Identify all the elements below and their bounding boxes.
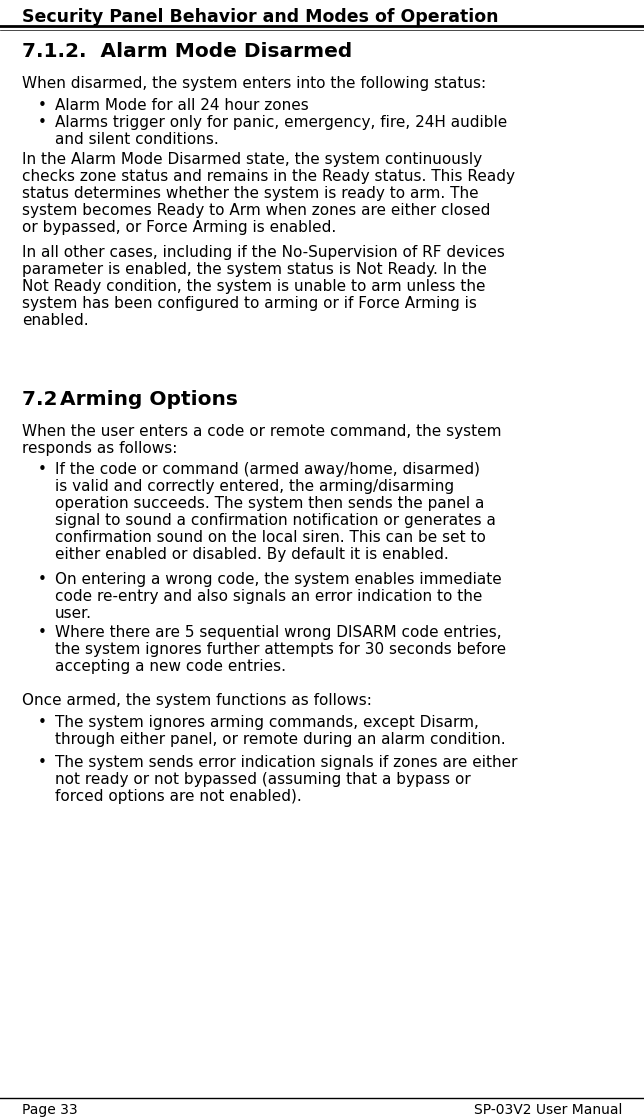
- Text: code re-entry and also signals an error indication to the: code re-entry and also signals an error …: [55, 589, 482, 604]
- Text: forced options are not enabled).: forced options are not enabled).: [55, 788, 302, 804]
- Text: •: •: [38, 99, 47, 113]
- Text: •: •: [38, 461, 47, 477]
- Text: •: •: [38, 715, 47, 730]
- Text: confirmation sound on the local siren. This can be set to: confirmation sound on the local siren. T…: [55, 530, 486, 545]
- Text: 7.2: 7.2: [22, 390, 71, 409]
- Text: •: •: [38, 572, 47, 587]
- Text: •: •: [38, 625, 47, 640]
- Text: Where there are 5 sequential wrong DISARM code entries,: Where there are 5 sequential wrong DISAR…: [55, 625, 502, 640]
- Text: is valid and correctly entered, the arming/disarming: is valid and correctly entered, the armi…: [55, 479, 454, 494]
- Text: In all other cases, including if the No-Supervision of RF devices: In all other cases, including if the No-…: [22, 245, 505, 260]
- Text: not ready or not bypassed (assuming that a bypass or: not ready or not bypassed (assuming that…: [55, 772, 471, 787]
- Text: operation succeeds. The system then sends the panel a: operation succeeds. The system then send…: [55, 496, 484, 511]
- Text: or bypassed, or Force Arming is enabled.: or bypassed, or Force Arming is enabled.: [22, 220, 336, 235]
- Text: through either panel, or remote during an alarm condition.: through either panel, or remote during a…: [55, 732, 506, 747]
- Text: Page 33: Page 33: [22, 1103, 78, 1117]
- Text: Security Panel Behavior and Modes of Operation: Security Panel Behavior and Modes of Ope…: [22, 8, 498, 26]
- Text: The system ignores arming commands, except Disarm,: The system ignores arming commands, exce…: [55, 715, 479, 730]
- Text: system becomes Ready to Arm when zones are either closed: system becomes Ready to Arm when zones a…: [22, 203, 490, 218]
- Text: user.: user.: [55, 606, 92, 620]
- Text: checks zone status and remains in the Ready status. This Ready: checks zone status and remains in the Re…: [22, 169, 515, 184]
- Text: In the Alarm Mode Disarmed state, the system continuously: In the Alarm Mode Disarmed state, the sy…: [22, 152, 482, 167]
- Text: signal to sound a confirmation notification or generates a: signal to sound a confirmation notificat…: [55, 513, 496, 528]
- Text: parameter is enabled, the system status is Not Ready. In the: parameter is enabled, the system status …: [22, 262, 487, 277]
- Text: Alarm Mode for all 24 hour zones: Alarm Mode for all 24 hour zones: [55, 99, 308, 113]
- Text: Alarms trigger only for panic, emergency, fire, 24H audible: Alarms trigger only for panic, emergency…: [55, 115, 507, 130]
- Text: Once armed, the system functions as follows:: Once armed, the system functions as foll…: [22, 693, 372, 708]
- Text: 7.1.2.  Alarm Mode Disarmed: 7.1.2. Alarm Mode Disarmed: [22, 41, 352, 60]
- Text: responds as follows:: responds as follows:: [22, 441, 177, 456]
- Text: •: •: [38, 115, 47, 130]
- Text: either enabled or disabled. By default it is enabled.: either enabled or disabled. By default i…: [55, 547, 449, 562]
- Text: If the code or command (armed away/home, disarmed): If the code or command (armed away/home,…: [55, 461, 480, 477]
- Text: When disarmed, the system enters into the following status:: When disarmed, the system enters into th…: [22, 76, 486, 91]
- Text: •: •: [38, 755, 47, 771]
- Text: Arming Options: Arming Options: [60, 390, 238, 409]
- Text: status determines whether the system is ready to arm. The: status determines whether the system is …: [22, 186, 478, 200]
- Text: On entering a wrong code, the system enables immediate: On entering a wrong code, the system ena…: [55, 572, 502, 587]
- Text: Not Ready condition, the system is unable to arm unless the: Not Ready condition, the system is unabl…: [22, 279, 486, 295]
- Text: SP-03V2 User Manual: SP-03V2 User Manual: [473, 1103, 622, 1117]
- Text: the system ignores further attempts for 30 seconds before: the system ignores further attempts for …: [55, 642, 506, 657]
- Text: The system sends error indication signals if zones are either: The system sends error indication signal…: [55, 755, 518, 771]
- Text: enabled.: enabled.: [22, 312, 89, 328]
- Text: and silent conditions.: and silent conditions.: [55, 132, 219, 147]
- Text: When the user enters a code or remote command, the system: When the user enters a code or remote co…: [22, 424, 502, 439]
- Text: system has been configured to arming or if Force Arming is: system has been configured to arming or …: [22, 296, 477, 311]
- Text: accepting a new code entries.: accepting a new code entries.: [55, 659, 286, 674]
